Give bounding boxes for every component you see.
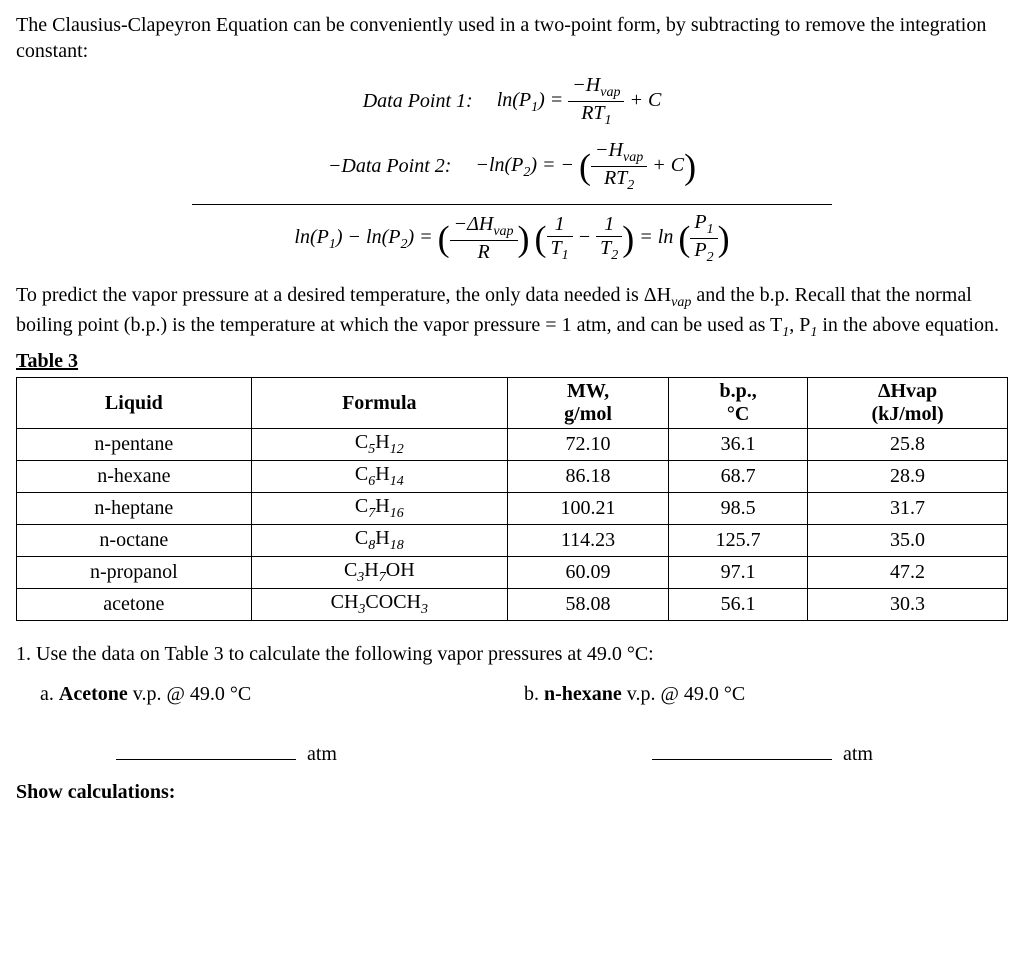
cell-liquid: n-heptane [17, 493, 252, 525]
col-liquid: Liquid [17, 378, 252, 429]
q1b-bold: n-hexane [544, 683, 622, 705]
cell-mw: 100.21 [507, 493, 668, 525]
cell-dh: 25.8 [808, 429, 1008, 461]
mid-p1: To predict the vapor pressure at a desir… [16, 284, 671, 306]
eq3-expr: ln(P1) − ln(P2) = (−ΔHvapR) (1T1 − 1T2) … [294, 211, 729, 266]
table-row: n-heptaneC7H16100.2198.531.7 [17, 493, 1008, 525]
cell-mw: 114.23 [507, 525, 668, 557]
atm-a: atm [307, 743, 337, 765]
intro-paragraph: The Clausius-Clapeyron Equation can be c… [16, 12, 1008, 64]
q1b: b. n-hexane v.p. @ 49.0 °C [524, 679, 1008, 709]
mid-p3: , P [789, 314, 810, 336]
q1a-bold: Acetone [59, 683, 128, 705]
q1b-rest: v.p. @ 49.0 °C [622, 683, 745, 705]
blank-b: atm [472, 739, 1008, 769]
q1a-prefix: a. [40, 683, 59, 705]
table-row: acetoneCH3COCH358.0856.130.3 [17, 589, 1008, 621]
data-table: Liquid Formula MW,g/mol b.p.,°C ΔHvap(kJ… [16, 377, 1008, 621]
blank-a: atm [16, 739, 472, 769]
table-row: n-hexaneC6H1486.1868.728.9 [17, 461, 1008, 493]
q1-text: 1. Use the data on Table 3 to calculate … [16, 639, 1008, 669]
equation-point1: Data Point 1: ln(P1) = −HvapRT1 + C [16, 74, 1008, 129]
cell-dh: 28.9 [808, 461, 1008, 493]
cell-liquid: n-pentane [17, 429, 252, 461]
table-row: n-pentaneC5H1272.1036.125.8 [17, 429, 1008, 461]
cell-mw: 72.10 [507, 429, 668, 461]
cell-liquid: n-propanol [17, 557, 252, 589]
cell-dh: 30.3 [808, 589, 1008, 621]
cell-mw: 86.18 [507, 461, 668, 493]
col-formula: Formula [251, 378, 507, 429]
q1b-prefix: b. [524, 683, 544, 705]
cell-bp: 98.5 [669, 493, 808, 525]
col-bp: b.p.,°C [669, 378, 808, 429]
atm-b: atm [843, 743, 873, 765]
cell-formula: C3H7OH [251, 557, 507, 589]
eq2-label: −Data Point 2: [328, 155, 452, 178]
equations-block: Data Point 1: ln(P1) = −HvapRT1 + C −Dat… [16, 74, 1008, 266]
q1a: a. Acetone v.p. @ 49.0 °C [16, 679, 524, 709]
mid-p4: in the above equation. [817, 314, 999, 336]
table-row: n-propanolC3H7OH60.0997.147.2 [17, 557, 1008, 589]
question-1: 1. Use the data on Table 3 to calculate … [16, 639, 1008, 807]
cell-formula: C8H18 [251, 525, 507, 557]
cell-dh: 35.0 [808, 525, 1008, 557]
table-header-row: Liquid Formula MW,g/mol b.p.,°C ΔHvap(kJ… [17, 378, 1008, 429]
equation-result: ln(P1) − ln(P2) = (−ΔHvapR) (1T1 − 1T2) … [192, 204, 832, 266]
q1a-rest: v.p. @ 49.0 °C [128, 683, 251, 705]
equation-point2: −Data Point 2: −ln(P2) = − (−HvapRT2 + C… [16, 139, 1008, 194]
cell-formula: C5H12 [251, 429, 507, 461]
cell-liquid: acetone [17, 589, 252, 621]
cell-dh: 31.7 [808, 493, 1008, 525]
cell-bp: 97.1 [669, 557, 808, 589]
table-row: n-octaneC8H18114.23125.735.0 [17, 525, 1008, 557]
table-title: Table 3 [16, 350, 1008, 373]
cell-formula: C7H16 [251, 493, 507, 525]
cell-formula: C6H14 [251, 461, 507, 493]
cell-mw: 60.09 [507, 557, 668, 589]
cell-dh: 47.2 [808, 557, 1008, 589]
cell-bp: 68.7 [669, 461, 808, 493]
eq1-expr: ln(P1) = −HvapRT1 + C [497, 74, 662, 129]
cell-formula: CH3COCH3 [251, 589, 507, 621]
eq2-expr: −ln(P2) = − (−HvapRT2 + C) [475, 139, 696, 194]
cell-liquid: n-hexane [17, 461, 252, 493]
cell-bp: 56.1 [669, 589, 808, 621]
col-dhvap: ΔHvap(kJ/mol) [808, 378, 1008, 429]
show-calculations: Show calculations: [16, 777, 1008, 807]
col-mw: MW,g/mol [507, 378, 668, 429]
mid-paragraph: To predict the vapor pressure at a desir… [16, 282, 1008, 342]
cell-mw: 58.08 [507, 589, 668, 621]
eq1-label: Data Point 1: [363, 90, 473, 113]
cell-bp: 36.1 [669, 429, 808, 461]
cell-bp: 125.7 [669, 525, 808, 557]
vap-sub: vap [671, 295, 691, 310]
cell-liquid: n-octane [17, 525, 252, 557]
